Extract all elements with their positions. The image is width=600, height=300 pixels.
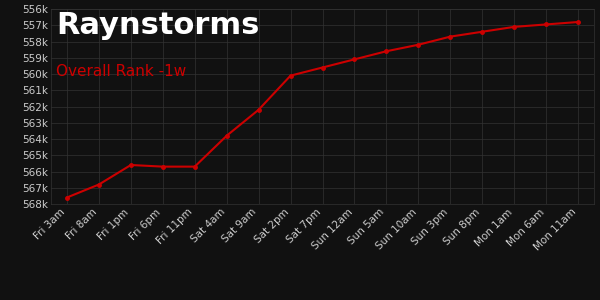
Text: Overall Rank -1w: Overall Rank -1w bbox=[56, 64, 187, 79]
Text: Raynstorms: Raynstorms bbox=[56, 11, 260, 40]
